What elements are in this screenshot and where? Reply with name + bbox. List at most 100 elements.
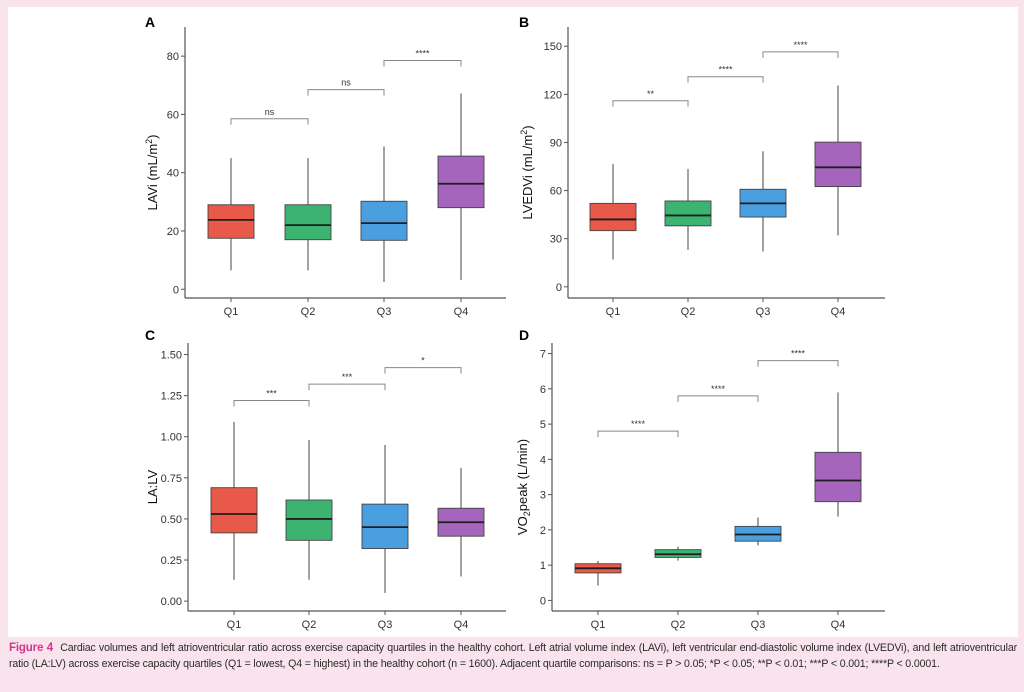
x-tick-label: Q3	[377, 306, 392, 318]
box-q2	[664, 168, 712, 250]
x-tick-label: Q2	[302, 619, 317, 631]
bracket-line	[687, 76, 764, 83]
iqr-box	[285, 499, 333, 541]
iqr-box	[814, 141, 862, 188]
bracket-line	[597, 430, 679, 438]
panel-a: A 0 20 40 60 80 LAVi (mL/m2) Q1 Q2 Q3 Q4 ns ns ****	[144, 14, 506, 318]
x-tick-label: Q3	[378, 619, 393, 631]
panel-d: D 0 1 2 3 4 5 6 7 VO2peak (L/min) Q1 Q2 Q3 Q4 **** ****…	[515, 327, 885, 631]
x-tick-label: Q2	[671, 619, 686, 631]
panel-letter: B	[519, 14, 529, 30]
figure-label: Figure 4	[9, 642, 53, 654]
x-tick-label: Q1	[591, 619, 606, 631]
x-tick-label: Q4	[454, 619, 469, 631]
box-q1	[207, 158, 255, 271]
significance-label: ns	[265, 107, 275, 117]
y-axis-title: VO2peak (L/min)	[515, 439, 532, 535]
x-tick-label: Q1	[224, 306, 239, 318]
iqr-box	[284, 204, 332, 241]
significance-label: ****	[793, 40, 808, 50]
significance-bracket: ***	[233, 389, 310, 407]
significance-bracket: ****	[677, 384, 759, 402]
bracket-line	[757, 360, 839, 367]
significance-bracket: ***	[308, 372, 386, 391]
x-tick-label: Q4	[831, 306, 846, 318]
y-tick-label: 0.00	[161, 596, 182, 608]
y-tick-label: 90	[550, 137, 562, 149]
y-tick-label: 80	[167, 51, 179, 63]
panel-letter: C	[145, 327, 155, 343]
significance-label: ****	[718, 65, 733, 75]
significance-label: *	[421, 356, 425, 366]
y-tick-label: 6	[540, 384, 546, 396]
significance-label: ***	[266, 389, 277, 399]
significance-bracket: *	[384, 356, 462, 374]
panel-letter: D	[519, 327, 529, 343]
bracket-line	[612, 100, 689, 107]
box-q3	[360, 146, 408, 282]
bracket-line	[384, 367, 462, 374]
box-q2	[284, 158, 332, 271]
x-tick-label: Q4	[831, 619, 846, 631]
y-tick-label: 60	[550, 186, 562, 198]
panel-c: C 0.00 0.25 0.50 0.75 1.00 1.25 1.50 LA:LV Q1 Q2 Q3…	[145, 327, 506, 631]
bracket-line	[230, 118, 309, 125]
significance-bracket: ****	[757, 349, 839, 367]
x-tick-label: Q3	[756, 306, 771, 318]
box-q2	[654, 546, 702, 561]
significance-bracket: ns	[230, 107, 309, 125]
bracket-line	[307, 89, 385, 96]
significance-bracket: ****	[383, 49, 462, 67]
y-tick-label: 150	[544, 41, 562, 53]
y-tick-label: 1	[540, 560, 546, 572]
bracket-line	[308, 383, 386, 391]
box-q2	[285, 440, 333, 580]
y-tick-label: 7	[540, 349, 546, 361]
box-q4	[437, 467, 485, 577]
y-axis-title: LA:LV	[145, 469, 160, 504]
x-tick-label: Q1	[606, 306, 621, 318]
y-tick-label: 1.50	[161, 350, 182, 362]
box-q4	[437, 93, 485, 280]
box-q3	[739, 151, 787, 252]
iqr-box	[437, 155, 485, 209]
y-tick-label: 0	[540, 595, 546, 607]
y-tick-label: 5	[540, 419, 546, 431]
significance-label: ns	[341, 78, 351, 88]
y-tick-label: 30	[550, 234, 562, 246]
figure-panel	[8, 7, 1018, 637]
significance-bracket: ****	[762, 40, 839, 58]
bracket-line	[233, 400, 310, 407]
y-tick-label: 60	[167, 109, 179, 121]
panel-letter: A	[145, 14, 155, 30]
significance-bracket: ****	[597, 419, 679, 438]
y-axis-title: LAVi (mL/m2)	[144, 134, 160, 210]
x-tick-label: Q4	[454, 306, 469, 318]
bracket-line	[762, 51, 839, 58]
y-tick-label: 4	[540, 454, 546, 466]
box-q4	[814, 85, 862, 236]
x-tick-label: Q3	[751, 619, 766, 631]
significance-bracket: **	[612, 89, 689, 107]
box-q3	[361, 444, 409, 593]
y-tick-label: 120	[544, 89, 562, 101]
y-tick-label: 0	[173, 284, 179, 296]
y-tick-label: 40	[167, 168, 179, 180]
bracket-line	[677, 395, 759, 402]
y-tick-label: 3	[540, 490, 546, 502]
significance-label: ****	[631, 419, 646, 429]
box-q1	[574, 560, 622, 586]
box-q3	[734, 517, 782, 546]
significance-label: ****	[711, 384, 726, 394]
significance-bracket: ****	[687, 65, 764, 83]
iqr-box	[207, 204, 255, 239]
y-tick-label: 0.25	[161, 555, 182, 567]
figure-caption: Figure 4 Cardiac volumes and left atriov…	[9, 640, 1017, 672]
box-q1	[210, 421, 258, 580]
significance-bracket: ns	[307, 78, 385, 96]
box-q4	[814, 392, 862, 517]
x-tick-label: Q1	[227, 619, 242, 631]
iqr-box	[814, 451, 862, 503]
